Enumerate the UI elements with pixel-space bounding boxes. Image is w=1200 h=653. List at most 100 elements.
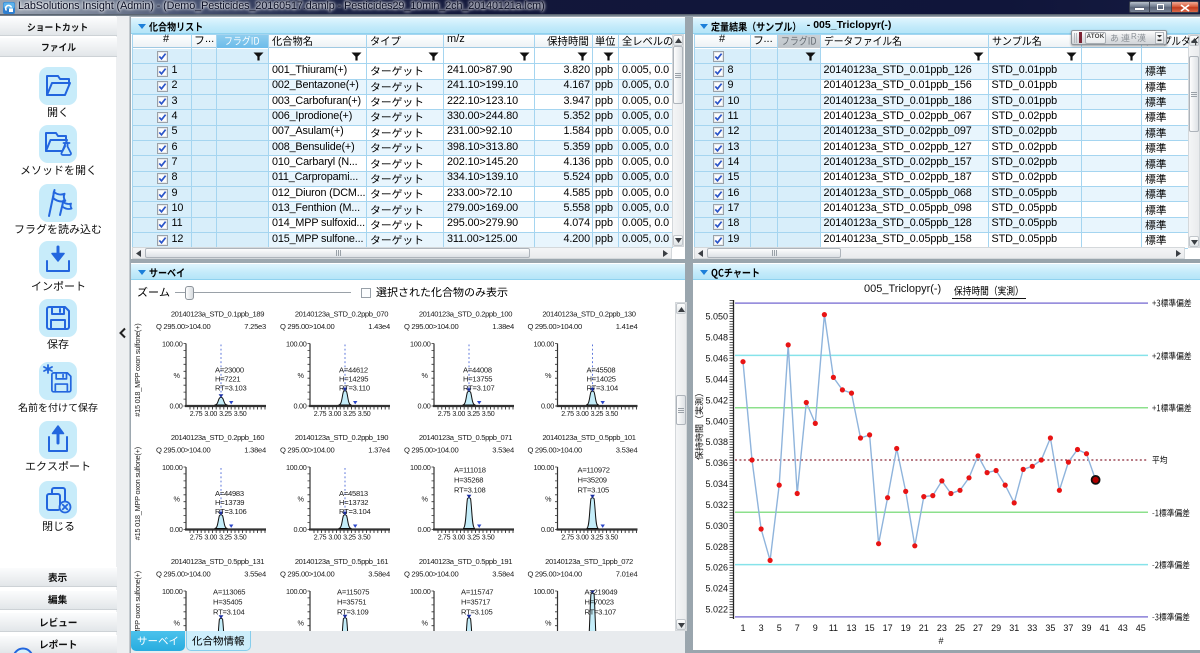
svg-text:H=14295: H=14295 [339, 375, 368, 384]
svg-text:Q 295.00>104.00: Q 295.00>104.00 [156, 322, 210, 331]
svg-text:#: # [938, 636, 943, 646]
svg-text:37: 37 [1063, 623, 1073, 633]
svg-text:100.00: 100.00 [286, 587, 307, 596]
svg-text:0.00: 0.00 [417, 402, 430, 411]
svg-text:20140123a_STD_0.5ppb_101: 20140123a_STD_0.5ppb_101 [542, 433, 635, 442]
svg-text:3.50: 3.50 [358, 410, 371, 418]
svg-text:5.022: 5.022 [705, 605, 728, 615]
svg-text:100.00: 100.00 [162, 587, 183, 596]
svg-text:3.00: 3.00 [328, 410, 341, 418]
svg-text:1.41e4: 1.41e4 [616, 322, 638, 331]
svg-text:#15 018_MPP oxon sulfone(+): #15 018_MPP oxon sulfone(+) [133, 324, 142, 417]
svg-text:100.00: 100.00 [410, 587, 431, 596]
svg-text:Q 295.00>104.00: Q 295.00>104.00 [528, 446, 582, 455]
svg-text:3.25: 3.25 [219, 410, 232, 418]
svg-text:0.00: 0.00 [417, 525, 430, 534]
svg-text:3.50: 3.50 [482, 410, 495, 418]
svg-text:Q 295.00>104.00: Q 295.00>104.00 [404, 570, 458, 579]
svg-text:%: % [545, 371, 552, 380]
svg-text:3.25: 3.25 [591, 534, 604, 542]
svg-text:31: 31 [1009, 623, 1019, 633]
svg-text:3.50: 3.50 [605, 534, 618, 542]
svg-text:RT=3.110: RT=3.110 [339, 384, 370, 393]
svg-text:3.00: 3.00 [328, 534, 341, 542]
svg-text:RT=3.107: RT=3.107 [463, 384, 494, 393]
svg-text:3.53e4: 3.53e4 [492, 446, 514, 455]
svg-text:3.00: 3.00 [576, 410, 589, 418]
svg-text:RT=3.106: RT=3.106 [215, 507, 246, 516]
svg-text:3.00: 3.00 [452, 534, 465, 542]
svg-text:1.38e4: 1.38e4 [492, 322, 514, 331]
svg-text:3.58e4: 3.58e4 [492, 570, 514, 579]
svg-text:Q 295.00>104.00: Q 295.00>104.00 [528, 570, 582, 579]
svg-text:1: 1 [740, 623, 745, 633]
svg-text:A=110972: A=110972 [578, 466, 610, 475]
svg-text:#15 018_MPP oxon sulfone(+): #15 018_MPP oxon sulfone(+) [133, 571, 142, 631]
svg-text:H=13732: H=13732 [339, 498, 368, 507]
svg-text:1.43e4: 1.43e4 [368, 322, 390, 331]
svg-text:2.75: 2.75 [314, 410, 327, 418]
svg-text:20140123a_STD_1ppb_072: 20140123a_STD_1ppb_072 [545, 557, 633, 566]
svg-text:5.024: 5.024 [705, 584, 728, 594]
svg-text:3.00: 3.00 [452, 410, 465, 418]
svg-text:Q 295.00>104.00: Q 295.00>104.00 [280, 446, 334, 455]
svg-text:A=115075: A=115075 [337, 588, 369, 597]
svg-text:3.53e4: 3.53e4 [616, 446, 638, 455]
svg-text:RT=3.108: RT=3.108 [454, 486, 485, 495]
svg-text:%: % [545, 618, 552, 627]
svg-text:0.00: 0.00 [541, 525, 554, 534]
svg-text:RT=3.109: RT=3.109 [337, 608, 368, 617]
svg-text:0.00: 0.00 [169, 525, 182, 534]
svg-text:A=115747: A=115747 [461, 588, 493, 597]
svg-text:5: 5 [777, 623, 782, 633]
svg-text:1.38e4: 1.38e4 [244, 446, 266, 455]
svg-text:5.030: 5.030 [705, 521, 728, 531]
svg-text:3: 3 [759, 623, 764, 633]
svg-text:27: 27 [973, 623, 983, 633]
svg-text:%: % [422, 618, 429, 627]
svg-text:Q 295.00>104.00: Q 295.00>104.00 [280, 570, 334, 579]
svg-text:Q 295.00>104.00: Q 295.00>104.00 [404, 446, 458, 455]
svg-text:5.026: 5.026 [705, 563, 728, 573]
svg-text:45: 45 [1136, 623, 1146, 633]
svg-text:100.00: 100.00 [533, 340, 554, 349]
svg-text:%: % [422, 494, 429, 503]
svg-text:3.50: 3.50 [234, 410, 247, 418]
svg-text:2.75: 2.75 [438, 534, 451, 542]
svg-text:H=70023: H=70023 [585, 598, 614, 607]
svg-text:H=13755: H=13755 [463, 375, 492, 384]
svg-text:3.50: 3.50 [605, 410, 618, 418]
svg-text:H=35717: H=35717 [461, 598, 490, 607]
svg-text:5.032: 5.032 [705, 500, 728, 510]
svg-text:5.036: 5.036 [705, 458, 728, 468]
svg-text:%: % [298, 618, 305, 627]
svg-text:H=35405: H=35405 [213, 598, 242, 607]
svg-text:7.01e4: 7.01e4 [616, 570, 638, 579]
svg-text:3.50: 3.50 [482, 534, 495, 542]
svg-text:A=45813: A=45813 [339, 489, 368, 498]
svg-text:0.00: 0.00 [293, 402, 306, 411]
svg-text:H=7221: H=7221 [215, 375, 240, 384]
svg-text:41: 41 [1100, 623, 1110, 633]
svg-text:43: 43 [1118, 623, 1128, 633]
svg-text:RT=3.107: RT=3.107 [585, 608, 616, 617]
svg-text:3.25: 3.25 [467, 410, 480, 418]
svg-text:%: % [422, 371, 429, 380]
svg-text:2.75: 2.75 [561, 410, 574, 418]
svg-text:17: 17 [883, 623, 893, 633]
svg-text:Q 295.00>104.00: Q 295.00>104.00 [280, 322, 334, 331]
svg-text:20140123a_STD_0.2ppb_190: 20140123a_STD_0.2ppb_190 [295, 433, 388, 442]
svg-text:RT=3.105: RT=3.105 [578, 486, 609, 495]
svg-text:20140123a_STD_0.1ppb_189: 20140123a_STD_0.1ppb_189 [171, 310, 264, 319]
svg-text:%: % [174, 494, 181, 503]
svg-text:1.37e4: 1.37e4 [368, 446, 390, 455]
svg-text:20140123a_STD_0.5ppb_161: 20140123a_STD_0.5ppb_161 [295, 557, 388, 566]
svg-text:3.50: 3.50 [234, 534, 247, 542]
svg-text:25: 25 [955, 623, 965, 633]
svg-text:Q 295.00>104.00: Q 295.00>104.00 [156, 446, 210, 455]
svg-text:3.00: 3.00 [576, 534, 589, 542]
svg-text:3.00: 3.00 [204, 410, 217, 418]
svg-text:0.00: 0.00 [169, 402, 182, 411]
svg-text:35: 35 [1045, 623, 1055, 633]
svg-text:H=35751: H=35751 [337, 598, 366, 607]
